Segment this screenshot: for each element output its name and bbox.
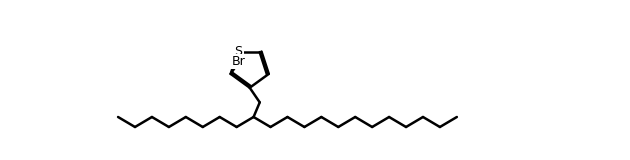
Text: S: S [234, 45, 242, 58]
Text: Br: Br [231, 55, 245, 68]
